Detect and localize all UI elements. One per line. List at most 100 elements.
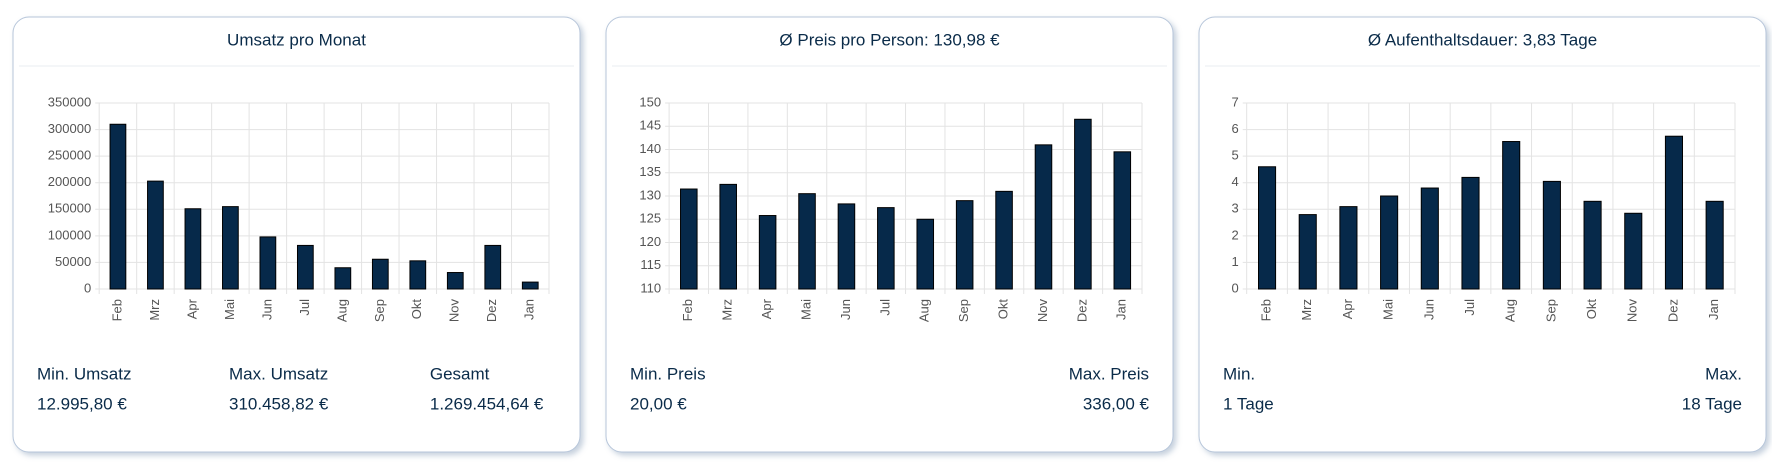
bar — [680, 188, 698, 290]
x-tick-label: Mai — [222, 299, 237, 320]
card — [12, 16, 581, 453]
bar — [877, 207, 895, 290]
x-tick-label: Okt — [409, 299, 424, 320]
stat-label: Max. — [1705, 364, 1742, 383]
card-title: Ø Aufenthaltsdauer: 3,83 Tage — [1368, 30, 1597, 49]
bar — [719, 183, 737, 290]
stat-label: Max. Umsatz — [229, 364, 328, 383]
bar — [1034, 144, 1053, 290]
x-tick-label: Aug — [917, 299, 932, 322]
stat-label: Max. Preis — [1069, 364, 1149, 383]
bar — [259, 236, 277, 290]
stat-label: Gesamt — [430, 364, 490, 383]
stat-label: Min. — [1223, 364, 1255, 383]
bar — [1074, 118, 1092, 290]
bar — [1461, 176, 1480, 290]
stat-value: 1 Tage — [1223, 394, 1274, 413]
bar — [334, 267, 352, 290]
bar — [1502, 141, 1521, 290]
y-tick-label: 100000 — [48, 227, 91, 242]
y-tick-label: 125 — [639, 211, 661, 226]
x-tick-label: Nov — [447, 299, 462, 323]
bar — [1705, 200, 1724, 290]
x-tick-label: Mai — [798, 299, 813, 320]
y-tick-label: 1 — [1231, 254, 1238, 269]
y-tick-label: 110 — [640, 280, 661, 295]
x-tick-label: Dez — [1665, 299, 1680, 322]
x-tick-label: Mai — [1381, 299, 1396, 320]
y-tick-label: 5 — [1231, 148, 1238, 163]
y-tick-label: 130 — [639, 187, 661, 202]
bar — [1542, 180, 1561, 290]
y-tick-label: 0 — [84, 280, 91, 295]
x-tick-label: Dez — [484, 299, 499, 322]
x-tick-label: Nov — [1625, 299, 1640, 323]
y-tick-label: 140 — [639, 141, 661, 156]
x-tick-label: Okt — [996, 299, 1011, 320]
x-tick-label: Sep — [1543, 299, 1558, 322]
bar — [521, 281, 539, 290]
x-tick-label: Jun — [838, 299, 853, 320]
y-tick-label: 50000 — [55, 254, 91, 269]
bar — [184, 208, 202, 290]
stat-value: 12.995,80 € — [37, 394, 127, 413]
y-tick-label: 115 — [640, 257, 661, 272]
x-tick-label: Jan — [522, 299, 537, 320]
bar — [1258, 166, 1277, 290]
x-tick-label: Jul — [297, 299, 312, 316]
bar — [916, 218, 935, 290]
bar — [1664, 135, 1684, 290]
x-tick-label: Apr — [184, 298, 199, 319]
stat-value: 336,00 € — [1083, 394, 1150, 413]
x-tick-label: Jun — [259, 299, 274, 320]
bar — [798, 193, 816, 290]
bar — [1420, 187, 1439, 290]
bar — [1624, 212, 1643, 290]
y-tick-label: 2 — [1231, 227, 1238, 242]
bar — [955, 200, 974, 290]
x-tick-label: Mrz — [147, 299, 162, 321]
card — [1198, 16, 1767, 453]
y-tick-label: 6 — [1231, 121, 1238, 136]
x-tick-label: Jun — [1421, 299, 1436, 320]
bar — [371, 258, 389, 290]
stat-value: 1.269.454,64 € — [430, 394, 544, 413]
bar — [109, 123, 127, 290]
bar — [484, 244, 502, 290]
y-tick-label: 250000 — [48, 148, 91, 163]
bar — [222, 206, 239, 290]
x-tick-label: Sep — [372, 299, 387, 322]
y-tick-label: 4 — [1231, 174, 1238, 189]
bar — [1113, 151, 1132, 290]
y-tick-label: 135 — [639, 164, 661, 179]
y-tick-label: 300000 — [48, 121, 91, 136]
x-tick-label: Feb — [1258, 299, 1273, 321]
x-tick-label: Mrz — [720, 299, 735, 321]
stat-label: Min. Preis — [630, 364, 706, 383]
bar — [1380, 195, 1399, 290]
card-title: Umsatz pro Monat — [227, 30, 366, 49]
y-tick-label: 120 — [639, 234, 661, 249]
stat-value: 310.458,82 € — [229, 394, 329, 413]
x-tick-label: Jan — [1706, 299, 1721, 320]
x-tick-label: Jul — [877, 299, 892, 316]
x-tick-label: Jul — [1462, 299, 1477, 316]
y-tick-label: 150000 — [48, 201, 91, 216]
stat-value: 18 Tage — [1682, 394, 1742, 413]
x-tick-label: Okt — [1584, 299, 1599, 320]
y-tick-label: 350000 — [48, 94, 91, 109]
bar — [1583, 200, 1602, 290]
y-tick-label: 200000 — [48, 174, 91, 189]
x-tick-label: Apr — [1340, 298, 1355, 319]
x-tick-label: Aug — [334, 299, 349, 322]
bar — [147, 180, 164, 290]
stat-value: 20,00 € — [630, 394, 687, 413]
y-tick-label: 7 — [1231, 94, 1238, 109]
bar — [409, 260, 427, 290]
bar — [837, 203, 856, 290]
y-tick-label: 0 — [1231, 280, 1238, 295]
y-tick-label: 3 — [1231, 201, 1238, 216]
x-tick-label: Sep — [956, 299, 971, 322]
x-tick-label: Mrz — [1299, 299, 1314, 321]
